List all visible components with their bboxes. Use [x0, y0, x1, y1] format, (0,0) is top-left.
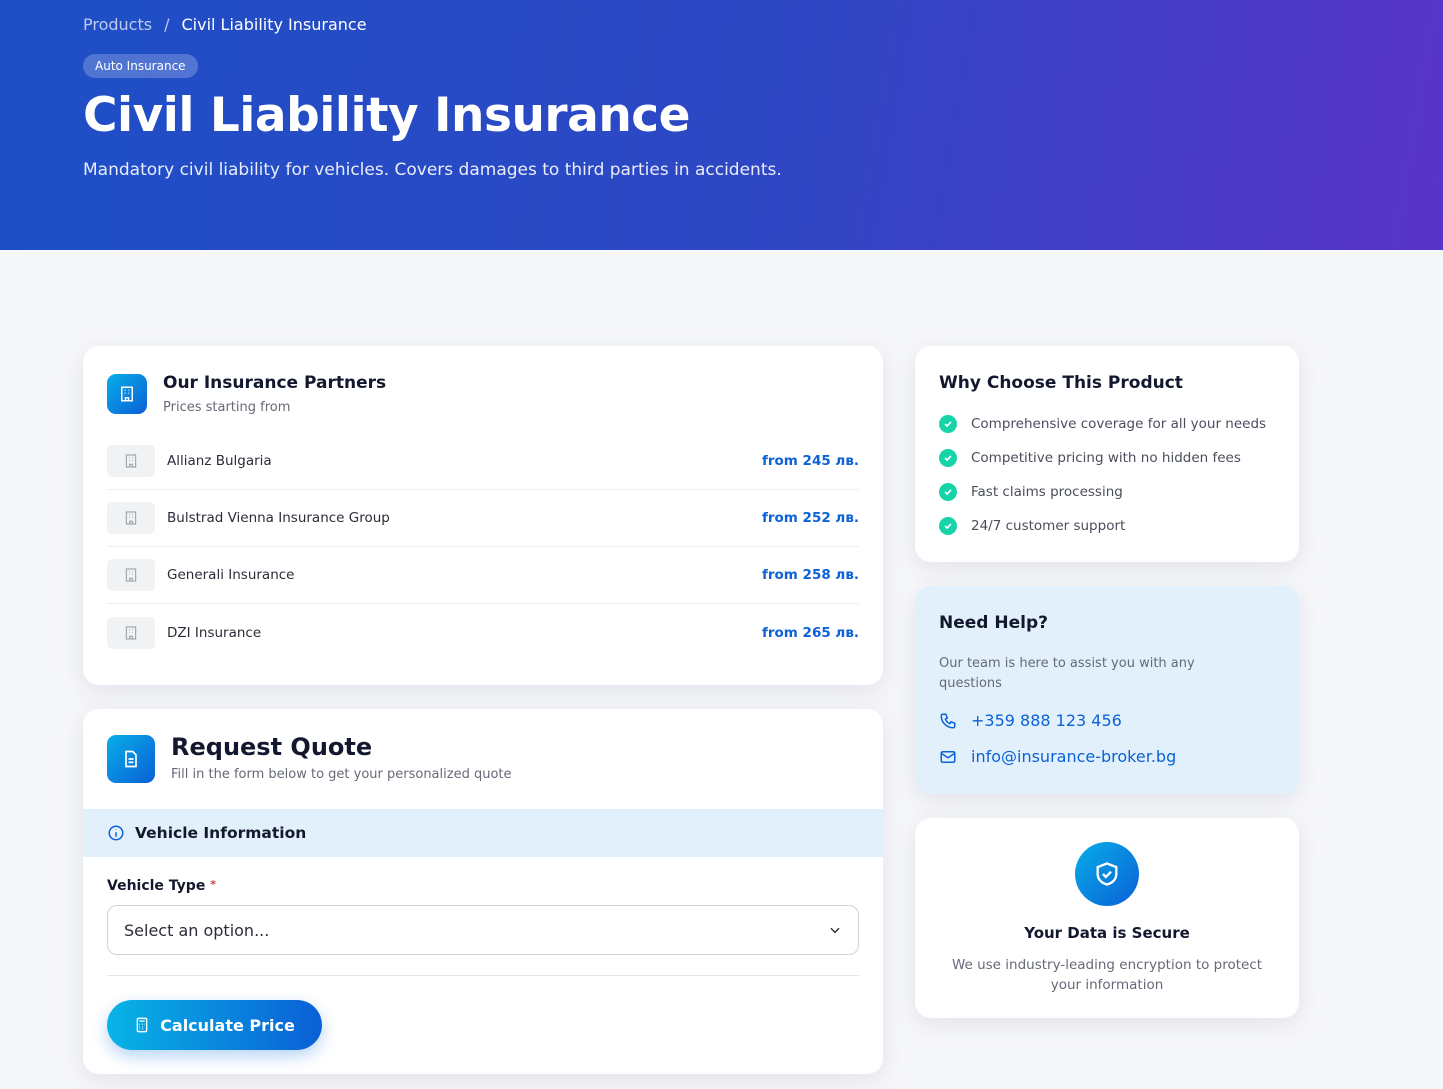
- email-address: info@insurance-broker.bg: [971, 747, 1177, 766]
- quote-subtitle: Fill in the form below to get your perso…: [171, 767, 512, 782]
- building-icon: [107, 374, 147, 414]
- check-circle-icon: [939, 449, 957, 467]
- feature-item: 24/7 customer support: [939, 517, 1125, 535]
- calculator-icon: [136, 1017, 148, 1033]
- hero-banner: Products / Civil Liability Insurance Aut…: [0, 0, 1443, 250]
- partner-name: Allianz Bulgaria: [167, 453, 272, 469]
- select-value: Select an option...: [124, 920, 270, 940]
- breadcrumb: Products / Civil Liability Insurance: [83, 15, 367, 34]
- breadcrumb-products-link[interactable]: Products: [83, 15, 153, 34]
- feature-text: Comprehensive coverage for all your need…: [971, 416, 1267, 432]
- breadcrumb-current: Civil Liability Insurance: [181, 15, 367, 34]
- check-circle-icon: [939, 517, 957, 535]
- partner-name: Bulstrad Vienna Insurance Group: [167, 510, 390, 526]
- partner-logo-building-icon: [107, 616, 155, 649]
- category-badge: Auto Insurance: [83, 54, 198, 78]
- button-label: Calculate Price: [160, 1015, 295, 1035]
- shield-check-icon: [1075, 842, 1139, 906]
- partners-subtitle: Prices starting from: [163, 400, 291, 415]
- mail-icon: [940, 750, 956, 763]
- why-choose-card: Why Choose This Product Comprehensive co…: [915, 346, 1299, 562]
- vehicle-info-section-header: Vehicle Information: [83, 809, 883, 857]
- secure-text: We use industry-leading encryption to pr…: [951, 957, 1263, 993]
- document-icon: [107, 735, 155, 783]
- phone-icon: [940, 713, 956, 729]
- partner-row[interactable]: Allianz Bulgaria from 245 лв.: [107, 433, 859, 490]
- feature-text: Fast claims processing: [971, 484, 1123, 500]
- feature-text: 24/7 customer support: [971, 518, 1126, 534]
- partner-logo-building-icon: [107, 445, 155, 477]
- page-title: Civil Liability Insurance: [83, 88, 691, 143]
- request-quote-card: Request Quote Fill in the form below to …: [83, 709, 883, 1074]
- why-title: Why Choose This Product: [939, 373, 1183, 393]
- section-title: Vehicle Information: [135, 824, 307, 842]
- phone-number: +359 888 123 456: [971, 711, 1122, 730]
- info-icon: [108, 825, 124, 841]
- required-mark: *: [210, 878, 216, 891]
- partner-price: from 252 лв.: [761, 510, 859, 526]
- partner-price: from 265 лв.: [761, 624, 859, 641]
- field-label-text: Vehicle Type: [107, 878, 206, 894]
- help-text: Our team is here to assist you with any …: [939, 656, 1195, 691]
- feature-item: Fast claims processing: [939, 483, 1123, 501]
- partner-logo-building-icon: [107, 559, 155, 591]
- quote-title: Request Quote: [171, 733, 373, 761]
- partner-row[interactable]: DZI Insurance from 265 лв.: [107, 604, 859, 661]
- partner-name: Generali Insurance: [167, 567, 295, 583]
- need-help-card: Need Help? Our team is here to assist yo…: [915, 586, 1299, 794]
- calculate-price-button[interactable]: Calculate Price: [107, 1000, 322, 1050]
- partners-title: Our Insurance Partners: [163, 373, 387, 393]
- feature-item: Competitive pricing with no hidden fees: [939, 449, 1241, 467]
- partner-price: from 245 лв.: [761, 453, 859, 469]
- feature-item: Comprehensive coverage for all your need…: [939, 415, 1266, 433]
- partners-card: Our Insurance Partners Prices starting f…: [83, 346, 883, 685]
- check-circle-icon: [939, 483, 957, 501]
- secure-title: Your Data is Secure: [1024, 924, 1190, 942]
- partner-row[interactable]: Generali Insurance from 258 лв.: [107, 547, 859, 604]
- phone-link[interactable]: +359 888 123 456: [939, 711, 1122, 730]
- divider: [107, 975, 859, 976]
- vehicle-type-label: Vehicle Type *: [107, 878, 216, 894]
- check-circle-icon: [939, 415, 957, 433]
- breadcrumb-separator: /: [164, 15, 170, 34]
- page-subtitle: Mandatory civil liability for vehicles. …: [83, 160, 782, 180]
- data-secure-card: Your Data is Secure We use industry-lead…: [915, 818, 1299, 1018]
- partner-price: from 258 лв.: [761, 567, 859, 583]
- partner-logo-building-icon: [107, 502, 155, 534]
- help-title: Need Help?: [939, 613, 1048, 633]
- email-link[interactable]: info@insurance-broker.bg: [939, 747, 1176, 766]
- partner-row[interactable]: Bulstrad Vienna Insurance Group from 252…: [107, 490, 859, 547]
- feature-text: Competitive pricing with no hidden fees: [971, 450, 1241, 466]
- chevron-down-icon: [830, 927, 840, 934]
- vehicle-type-select[interactable]: Select an option...: [107, 905, 859, 955]
- partner-name: DZI Insurance: [167, 624, 262, 641]
